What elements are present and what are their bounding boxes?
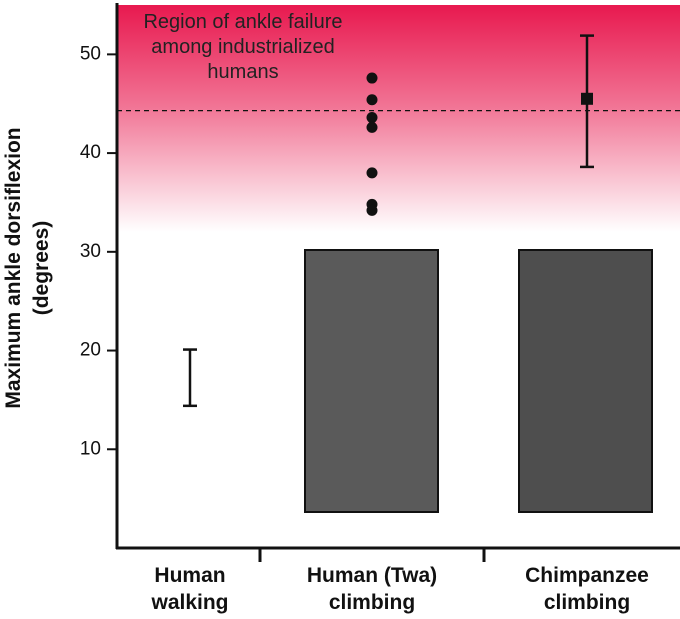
mean-marker: [581, 92, 593, 105]
photo-chimp: [518, 249, 653, 513]
x-tick-label: Human (Twa) climbing: [306, 564, 438, 614]
y-tick-label: 30: [80, 241, 101, 262]
data-point: [366, 121, 378, 133]
region-annotation: Region of ankle failure among industrial…: [143, 11, 343, 83]
data-point: [366, 167, 378, 179]
y-tick-label: 50: [80, 43, 101, 64]
data-point: [366, 204, 378, 216]
data-point: [366, 112, 378, 124]
y-tick-label: 10: [80, 438, 101, 459]
x-tick-label: Chimpanzee climbing: [525, 564, 649, 614]
y-tick-label: 40: [80, 142, 101, 163]
x-tick-label: Human walking: [151, 564, 229, 614]
photo-twa: [304, 249, 439, 513]
y-axis-label: Maximum ankle dorsiflexion (degrees): [2, 127, 53, 409]
data-point: [366, 72, 378, 84]
data-point: [366, 94, 378, 106]
y-tick-label: 20: [80, 340, 101, 361]
